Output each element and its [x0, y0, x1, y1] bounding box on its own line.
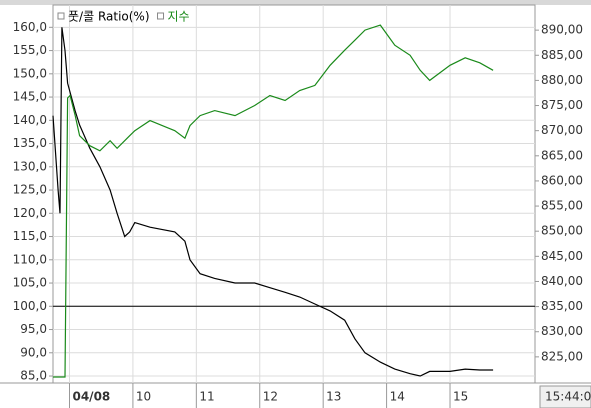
x-tick-label: 12	[263, 390, 278, 404]
x-tick-label: 14	[390, 390, 405, 404]
y2-tick-label: 890,00	[541, 23, 583, 37]
y2-tick-label: 885,00	[541, 48, 583, 62]
y2-tick-label: 835,00	[541, 299, 583, 313]
y-tick-label: 100,0	[13, 299, 47, 313]
y-tick-label: 135,0	[13, 136, 47, 150]
y-tick-label: 105,0	[13, 276, 47, 290]
x-tick-label: 11	[199, 390, 214, 404]
y2-tick-label: 855,00	[541, 199, 583, 213]
y-tick-label: 155,0	[13, 43, 47, 57]
x-tick-label: 15	[453, 390, 468, 404]
y2-tick-label: 830,00	[541, 324, 583, 338]
y-tick-label: 120,0	[13, 206, 47, 220]
y-tick-label: 130,0	[13, 159, 47, 173]
y-tick-label: 95,0	[20, 322, 47, 336]
y2-tick-label: 845,00	[541, 249, 583, 263]
y-tick-label: 125,0	[13, 183, 47, 197]
legend-label: 풋/콜 Ratio(%)	[68, 10, 150, 24]
y-tick-label: 150,0	[13, 66, 47, 80]
x-tick-label: 10	[136, 390, 151, 404]
top-band	[0, 0, 591, 5]
x-tick-label: 13	[326, 390, 341, 404]
legend-label: 지수	[168, 10, 190, 24]
y2-tick-label: 860,00	[541, 173, 583, 187]
y2-tick-label: 880,00	[541, 73, 583, 87]
cursor-box	[539, 385, 591, 408]
y2-tick-label: 865,00	[541, 148, 583, 162]
x-tick-label: 04/08	[72, 390, 110, 404]
y-tick-label: 145,0	[13, 90, 47, 104]
y-tick-label: 110,0	[13, 252, 47, 266]
y2-tick-label: 825,00	[541, 349, 583, 363]
y-tick-label: 160,0	[13, 20, 47, 34]
y2-tick-label: 870,00	[541, 123, 583, 137]
y-tick-label: 115,0	[13, 229, 47, 243]
y-tick-label: 140,0	[13, 113, 47, 127]
y-tick-label: 90,0	[20, 345, 47, 359]
legend-marker	[157, 12, 165, 20]
series-line	[53, 24, 494, 378]
series-line	[52, 27, 494, 377]
y-tick-label: 85,0	[20, 369, 47, 383]
y2-tick-label: 875,00	[541, 98, 583, 112]
legend-marker	[57, 12, 65, 20]
cursor-time: 15:44:0	[545, 390, 591, 404]
y2-tick-label: 840,00	[541, 274, 583, 288]
y2-tick-label: 850,00	[541, 224, 583, 238]
